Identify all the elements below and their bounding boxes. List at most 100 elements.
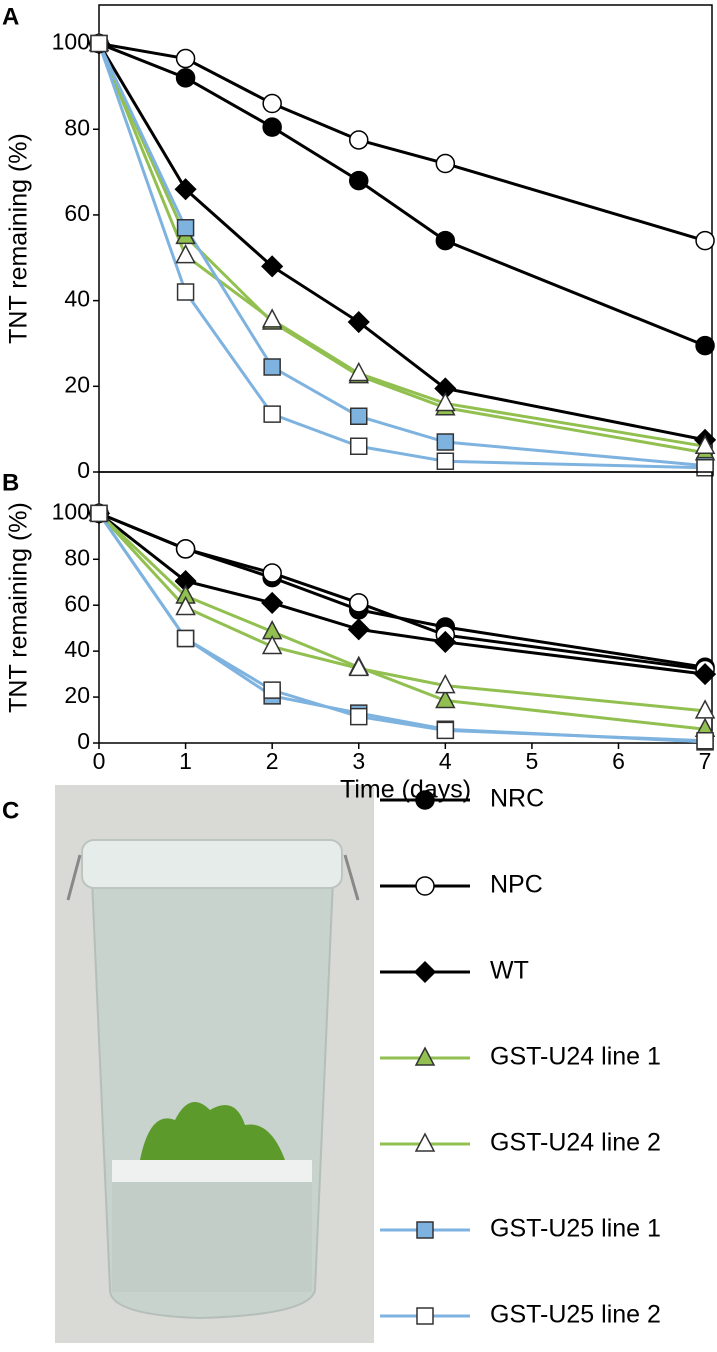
marker	[175, 539, 196, 559]
legend-label: GST-U25 line 2	[490, 1301, 661, 1329]
marker	[349, 407, 368, 426]
legend-marker	[416, 1221, 434, 1239]
y-tick-label: 20	[64, 371, 90, 397]
legend-marker	[414, 1046, 436, 1066]
y-axis-label: TNT remaining (%)	[5, 133, 33, 344]
marker	[261, 591, 284, 614]
series-line	[98, 512, 706, 676]
marker	[348, 130, 369, 150]
y-tick-label: 80	[64, 114, 90, 140]
marker	[696, 458, 714, 477]
marker	[435, 230, 456, 251]
marker	[695, 335, 715, 356]
marker	[176, 219, 195, 237]
marker	[694, 434, 716, 455]
marker	[436, 433, 455, 451]
y-tick-label: 100	[52, 498, 90, 524]
legend-label: WT	[490, 957, 529, 985]
marker	[261, 308, 283, 328]
marker	[175, 244, 196, 264]
y-tick-label: 60	[64, 590, 90, 616]
y-tick-label: 100	[52, 29, 90, 55]
y-tick-label: 0	[77, 457, 90, 483]
marker	[174, 178, 197, 201]
panel-label: A	[2, 3, 19, 30]
series-line	[97, 42, 706, 448]
marker	[435, 688, 456, 709]
x-tick-label: 1	[179, 748, 192, 774]
marker	[175, 595, 196, 616]
marker	[175, 48, 196, 69]
x-tick-label: 3	[352, 748, 365, 774]
legend-label: GST-U24 line 1	[490, 1043, 661, 1071]
series-line	[97, 42, 706, 442]
legend-label: GST-U25 line 1	[490, 1215, 661, 1243]
legend-label: NPC	[490, 871, 543, 899]
marker	[348, 361, 369, 382]
marker	[436, 452, 455, 471]
y-tick-label: 0	[77, 728, 90, 754]
marker	[436, 721, 455, 740]
marker	[261, 634, 283, 655]
marker	[263, 405, 281, 423]
series-line	[98, 42, 706, 348]
x-tick-label: 5	[526, 748, 539, 774]
marker	[348, 593, 369, 613]
series-line	[97, 42, 706, 468]
series-line	[97, 512, 706, 713]
x-tick-label: 0	[93, 748, 106, 774]
marker	[349, 707, 368, 726]
legend-marker	[415, 876, 435, 896]
marker	[176, 629, 195, 648]
y-tick-label: 60	[64, 200, 90, 226]
marker	[434, 630, 457, 654]
y-tick-label: 40	[64, 636, 90, 662]
series-line	[98, 42, 706, 243]
marker	[435, 673, 456, 694]
y-tick-label: 80	[64, 544, 90, 570]
marker	[347, 310, 370, 334]
marker	[262, 563, 282, 583]
marker	[435, 153, 456, 174]
marker	[347, 618, 370, 641]
series-line	[98, 511, 706, 671]
legend-label: GST-U24 line 2	[490, 1129, 661, 1157]
legend-label: NRC	[490, 785, 544, 813]
series-line	[97, 42, 706, 455]
marker	[696, 731, 714, 750]
panel-label: C	[2, 797, 19, 824]
marker	[262, 117, 282, 137]
marker	[348, 656, 369, 677]
legend-marker	[415, 790, 435, 810]
photo	[55, 785, 374, 1343]
marker	[694, 663, 717, 686]
marker	[90, 34, 108, 53]
x-tick-label: 7	[699, 748, 712, 774]
legend-marker	[413, 960, 437, 984]
y-tick-label: 40	[64, 286, 90, 312]
series-line	[97, 512, 706, 743]
y-tick-label: 20	[64, 682, 90, 708]
marker	[348, 170, 369, 191]
marker	[175, 68, 196, 88]
marker	[435, 391, 456, 412]
marker	[263, 358, 281, 376]
marker	[90, 504, 108, 523]
x-tick-label: 6	[612, 748, 625, 774]
y-axis-label: TNT remaining (%)	[5, 502, 33, 713]
legend-marker	[414, 1132, 436, 1152]
marker	[176, 283, 195, 301]
marker	[349, 437, 368, 456]
marker	[262, 93, 282, 114]
panel-label: B	[2, 469, 19, 496]
x-tick-label: 4	[439, 748, 452, 774]
plot-frame	[98, 471, 713, 744]
marker	[695, 230, 715, 251]
x-tick-label: 2	[266, 748, 279, 774]
marker	[694, 699, 716, 719]
series-line	[97, 512, 706, 731]
series-line	[97, 43, 706, 470]
legend-marker	[416, 1307, 434, 1325]
marker	[261, 255, 284, 278]
marker	[263, 681, 281, 699]
